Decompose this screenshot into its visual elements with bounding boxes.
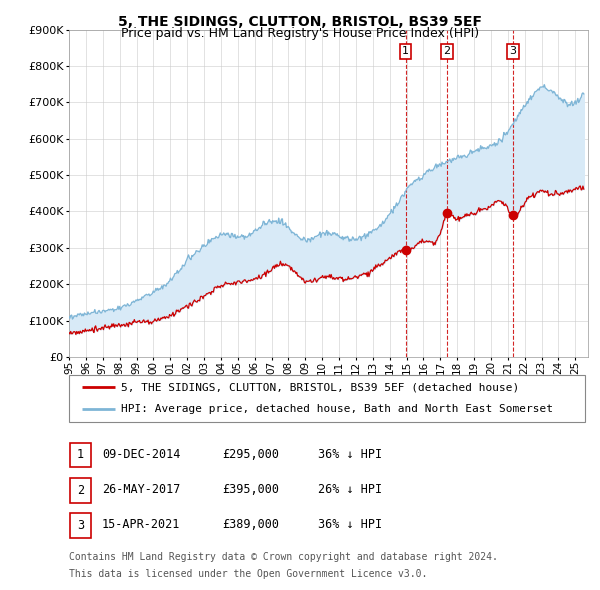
Text: 26-MAY-2017: 26-MAY-2017: [102, 483, 181, 496]
Text: 3: 3: [509, 47, 516, 56]
Text: 5, THE SIDINGS, CLUTTON, BRISTOL, BS39 5EF: 5, THE SIDINGS, CLUTTON, BRISTOL, BS39 5…: [118, 15, 482, 29]
Text: £389,000: £389,000: [222, 519, 279, 532]
Text: This data is licensed under the Open Government Licence v3.0.: This data is licensed under the Open Gov…: [69, 569, 427, 579]
Text: 36% ↓ HPI: 36% ↓ HPI: [318, 448, 382, 461]
Text: 2: 2: [443, 47, 451, 56]
Text: £295,000: £295,000: [222, 448, 279, 461]
Text: 15-APR-2021: 15-APR-2021: [102, 519, 181, 532]
Text: Contains HM Land Registry data © Crown copyright and database right 2024.: Contains HM Land Registry data © Crown c…: [69, 552, 498, 562]
Text: Price paid vs. HM Land Registry's House Price Index (HPI): Price paid vs. HM Land Registry's House …: [121, 27, 479, 40]
Text: HPI: Average price, detached house, Bath and North East Somerset: HPI: Average price, detached house, Bath…: [121, 404, 553, 414]
Text: 36% ↓ HPI: 36% ↓ HPI: [318, 519, 382, 532]
Text: 2: 2: [77, 484, 84, 497]
Text: 5, THE SIDINGS, CLUTTON, BRISTOL, BS39 5EF (detached house): 5, THE SIDINGS, CLUTTON, BRISTOL, BS39 5…: [121, 382, 519, 392]
Text: 26% ↓ HPI: 26% ↓ HPI: [318, 483, 382, 496]
FancyBboxPatch shape: [70, 478, 91, 503]
Text: £395,000: £395,000: [222, 483, 279, 496]
FancyBboxPatch shape: [70, 442, 91, 467]
Text: 1: 1: [77, 448, 84, 461]
Text: 3: 3: [77, 519, 84, 532]
Text: 09-DEC-2014: 09-DEC-2014: [102, 448, 181, 461]
Text: 1: 1: [402, 47, 409, 56]
FancyBboxPatch shape: [69, 375, 585, 422]
FancyBboxPatch shape: [70, 513, 91, 538]
